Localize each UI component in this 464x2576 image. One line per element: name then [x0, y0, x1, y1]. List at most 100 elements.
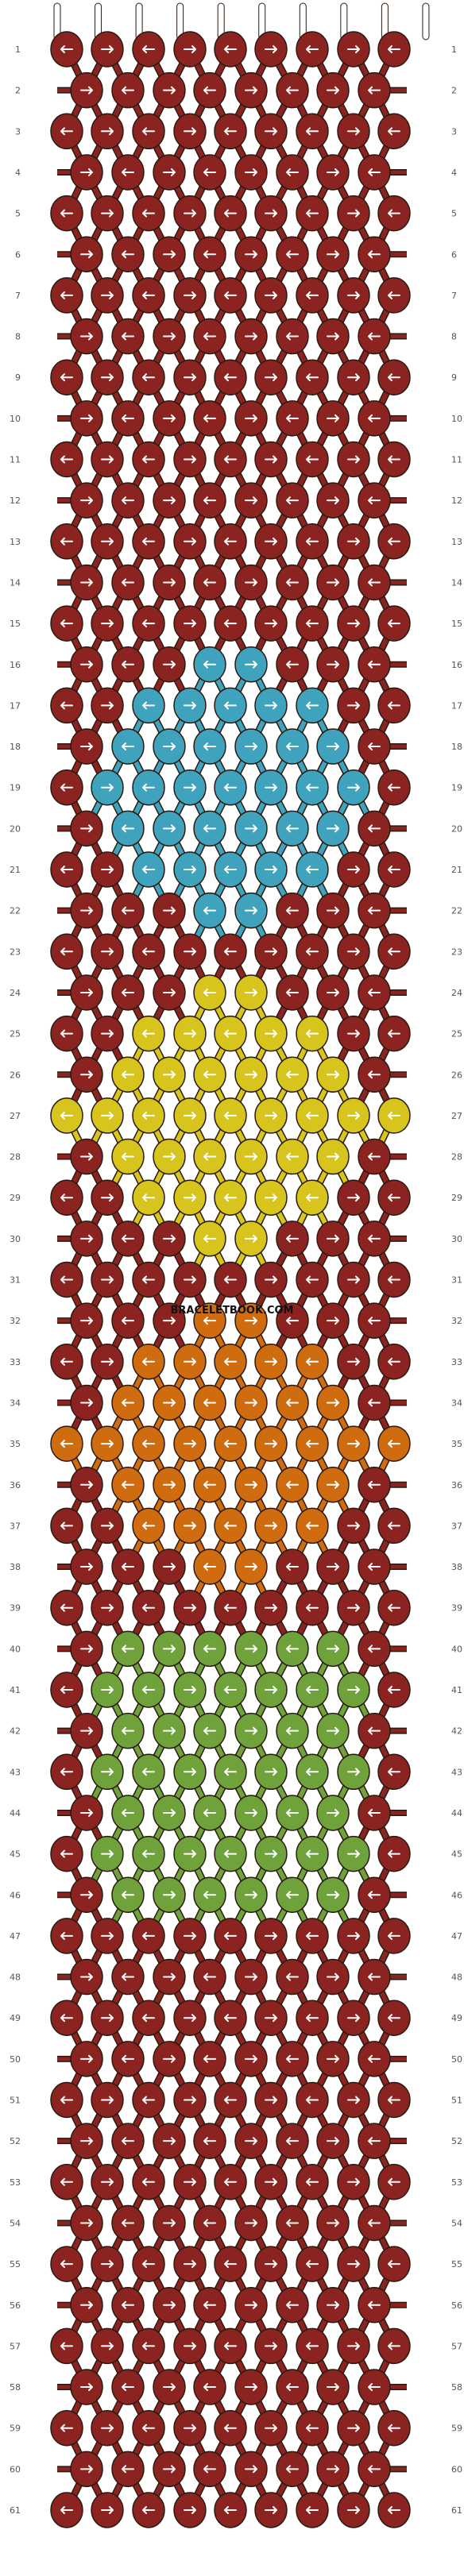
row-label-left: 47	[10, 1931, 21, 1942]
arrow-right-icon	[101, 1768, 114, 1776]
arrow-left-icon	[122, 1726, 134, 1735]
arrow-right-icon	[101, 866, 114, 873]
arrow-left-icon	[224, 1849, 237, 1858]
arrow-left-icon	[224, 701, 237, 710]
row-label-right: 14	[451, 577, 462, 588]
arrow-left-icon	[60, 1686, 73, 1694]
arrow-right-icon	[184, 1357, 196, 1366]
arrow-left-icon	[122, 1152, 134, 1161]
arrow-left-icon	[388, 1029, 400, 1038]
arrow-left-icon	[122, 824, 134, 833]
arrow-left-icon	[122, 660, 134, 669]
row-label-right: 16	[451, 660, 462, 670]
arrow-left-icon	[368, 2383, 381, 2392]
arrow-right-icon	[184, 2096, 196, 2104]
arrow-right-icon	[265, 1931, 277, 1940]
arrow-left-icon	[388, 1194, 400, 1202]
arrow-left-icon	[368, 742, 381, 751]
arrow-left-icon	[224, 947, 237, 956]
row-label-left: 35	[10, 1439, 21, 1449]
arrow-left-icon	[388, 2177, 400, 2186]
row-label-right: 37	[451, 1521, 462, 1531]
arrow-left-icon	[388, 127, 400, 136]
arrow-left-icon	[286, 2137, 299, 2146]
arrow-right-icon	[163, 988, 176, 997]
watermark: BRACELETBOOK.COM	[171, 1305, 294, 1317]
row-label-left: 49	[10, 2013, 21, 2023]
arrow-right-icon	[265, 2342, 277, 2350]
arrow-left-icon	[122, 1972, 134, 1981]
arrow-right-icon	[327, 2383, 339, 2392]
arrow-left-icon	[203, 2219, 216, 2227]
arrow-right-icon	[327, 824, 339, 833]
arrow-right-icon	[265, 45, 277, 53]
arrow-right-icon	[327, 2054, 339, 2063]
arrow-left-icon	[368, 1480, 381, 1489]
row-label-right: 25	[451, 1029, 462, 1039]
arrow-right-icon	[80, 2383, 93, 2392]
arrow-left-icon	[142, 947, 155, 956]
arrow-right-icon	[245, 1317, 257, 1325]
arrow-right-icon	[265, 619, 277, 628]
arrow-left-icon	[142, 783, 155, 792]
arrow-right-icon	[80, 2219, 93, 2227]
arrow-left-icon	[203, 86, 216, 94]
row-label-left: 22	[10, 906, 21, 916]
arrow-left-icon	[306, 209, 319, 218]
arrow-right-icon	[163, 2300, 176, 2309]
arrow-left-icon	[142, 1029, 155, 1038]
row-label-left: 38	[10, 1562, 21, 1572]
arrow-left-icon	[286, 2465, 299, 2474]
arrow-left-icon	[142, 209, 155, 218]
arrow-left-icon	[203, 1234, 216, 1243]
arrow-right-icon	[101, 947, 114, 956]
arrow-left-icon	[286, 496, 299, 505]
arrow-left-icon	[224, 619, 237, 628]
row-label-left: 31	[10, 1275, 21, 1286]
arrow-right-icon	[265, 2014, 277, 2023]
arrow-left-icon	[388, 373, 400, 382]
arrow-right-icon	[101, 1603, 114, 1612]
arrow-right-icon	[245, 1398, 257, 1407]
row-label-left: 54	[10, 2218, 21, 2228]
arrow-right-icon	[184, 2177, 196, 2186]
arrow-right-icon	[101, 1686, 114, 1694]
row-label-right: 2	[451, 86, 457, 96]
arrow-left-icon	[142, 701, 155, 710]
row-label-right: 31	[451, 1275, 462, 1286]
arrow-left-icon	[60, 45, 73, 53]
arrow-right-icon	[184, 619, 196, 628]
arrow-left-icon	[142, 373, 155, 382]
row-label-left: 34	[10, 1398, 21, 1408]
arrow-right-icon	[265, 373, 277, 382]
arrow-left-icon	[122, 2383, 134, 2392]
arrow-right-icon	[327, 1480, 339, 1489]
arrow-left-icon	[388, 455, 400, 464]
arrow-left-icon	[203, 578, 216, 587]
row-label-left: 16	[10, 660, 21, 670]
arrow-left-icon	[203, 742, 216, 751]
arrow-right-icon	[347, 2506, 360, 2514]
arrow-left-icon	[388, 1275, 400, 1284]
arrow-left-icon	[142, 455, 155, 464]
arrow-right-icon	[163, 824, 176, 833]
row-label-right: 30	[451, 1234, 462, 1244]
arrow-right-icon	[101, 2014, 114, 2023]
row-label-right: 57	[451, 2341, 462, 2351]
arrow-left-icon	[368, 2300, 381, 2309]
arrow-right-icon	[80, 332, 93, 341]
arrow-left-icon	[122, 496, 134, 505]
row-label-left: 23	[10, 947, 21, 957]
arrow-left-icon	[368, 2137, 381, 2146]
arrow-left-icon	[203, 1563, 216, 1571]
arrow-left-icon	[60, 2014, 73, 2023]
arrow-left-icon	[368, 1972, 381, 1981]
arrow-left-icon	[286, 1480, 299, 1489]
arrow-left-icon	[122, 168, 134, 176]
arrow-right-icon	[101, 537, 114, 546]
row-label-right: 3	[451, 126, 457, 137]
arrow-left-icon	[224, 2096, 237, 2104]
arrow-left-icon	[122, 414, 134, 422]
row-label-left: 33	[10, 1357, 21, 1367]
arrow-left-icon	[203, 2465, 216, 2474]
